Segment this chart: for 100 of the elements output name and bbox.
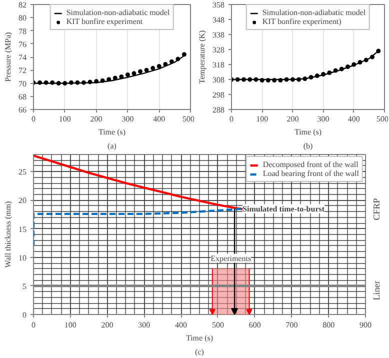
point xyxy=(81,80,86,85)
y-tick-label: 328 xyxy=(212,46,224,54)
y-tick-label: 0 xyxy=(22,310,26,320)
point xyxy=(56,81,61,86)
point xyxy=(44,80,48,85)
x-tick-label: 100 xyxy=(58,114,71,124)
x-tick-label: 100 xyxy=(256,114,268,124)
x-tick-label: 0 xyxy=(32,320,36,330)
x-tick-label: 100 xyxy=(64,320,76,330)
x-tick-label: 0 xyxy=(32,114,36,124)
point xyxy=(314,74,320,78)
y-tick-label: 308 xyxy=(212,76,224,84)
y-tick-label: 348 xyxy=(212,16,224,24)
point xyxy=(284,77,289,82)
y-tick-label: 70 xyxy=(18,79,26,88)
legend-label: Decomposed front of the wall xyxy=(262,160,358,169)
point xyxy=(138,69,143,74)
text: (a) xyxy=(108,142,117,150)
point xyxy=(62,81,68,86)
legend-label: Load bearing front of the wall xyxy=(262,169,359,178)
legend-label: KIT bonfire experiment) xyxy=(262,17,342,26)
point xyxy=(132,71,136,76)
annotation: Experiments xyxy=(210,254,252,263)
point xyxy=(50,80,55,85)
point xyxy=(290,77,295,82)
text: (b) xyxy=(303,142,313,150)
x-tick-label: 800 xyxy=(322,320,335,330)
point xyxy=(327,70,332,75)
point xyxy=(296,77,302,82)
point xyxy=(144,68,149,72)
point xyxy=(254,77,258,82)
point xyxy=(272,78,277,82)
point xyxy=(248,77,252,82)
point xyxy=(163,62,168,66)
point xyxy=(169,59,174,64)
y-tick-label: 298 xyxy=(212,90,224,100)
point xyxy=(182,52,186,57)
x-tick-label: 700 xyxy=(286,320,298,330)
point xyxy=(266,78,270,82)
point xyxy=(346,64,350,69)
point xyxy=(260,78,264,82)
y-tick-label: 66 xyxy=(18,106,26,114)
point xyxy=(358,60,362,64)
x-tick-label: 900 xyxy=(360,320,372,330)
y-tick-label: 74 xyxy=(18,53,26,62)
legend-label: Simulation-non-adiabatic model xyxy=(262,8,366,17)
x-tick-label: 500 xyxy=(212,320,224,330)
y-tick-label: 78 xyxy=(18,26,26,36)
point xyxy=(364,58,368,62)
y-tick-label: 72 xyxy=(18,66,26,76)
x-tick-label: 200 xyxy=(286,114,299,124)
point xyxy=(38,80,42,85)
annotation: Simulated time-to-burst xyxy=(242,204,325,214)
y-tick-label: 15 xyxy=(18,224,26,234)
x-tick-label: 200 xyxy=(101,320,114,330)
point xyxy=(125,72,130,77)
point xyxy=(156,64,162,68)
x-tick-label: 600 xyxy=(248,320,261,330)
point xyxy=(112,76,118,80)
x-tick-label: 400 xyxy=(348,114,360,124)
point xyxy=(68,80,74,85)
point xyxy=(88,80,92,84)
point xyxy=(321,72,326,76)
x-tick-label: 0 xyxy=(230,114,234,124)
y-tick-label: 358 xyxy=(212,0,224,10)
x-tick-label: 200 xyxy=(90,114,102,124)
y-tick-label: 288 xyxy=(212,106,224,114)
y-tick-label: 5 xyxy=(22,282,26,291)
point xyxy=(308,75,314,80)
text: Liner xyxy=(372,280,382,300)
x-tick-label: 300 xyxy=(122,114,134,124)
point xyxy=(278,78,283,82)
point xyxy=(176,56,180,62)
x-axis-title: Time (s) xyxy=(186,334,214,342)
point xyxy=(333,68,338,73)
y-tick-label: 10 xyxy=(18,253,26,262)
y-axis-title: Pressure (MPa) xyxy=(4,32,12,82)
point xyxy=(150,66,156,70)
x-tick-label: 400 xyxy=(175,320,188,330)
x-tick-label: 500 xyxy=(376,114,388,124)
point xyxy=(352,62,356,67)
x-tick-label: 500 xyxy=(182,114,194,124)
x-tick-label: 300 xyxy=(317,114,330,124)
y-tick-label: 20 xyxy=(18,196,26,206)
point xyxy=(100,78,105,83)
y-tick-label: 82 xyxy=(18,0,26,10)
line-series xyxy=(34,154,245,210)
x-tick-label: 300 xyxy=(138,320,150,330)
text: CFRP xyxy=(372,198,382,220)
y-tick-label: 318 xyxy=(212,60,224,70)
legend-label: Simulation-non-adiabatic model xyxy=(66,8,170,17)
text: (c) xyxy=(195,348,204,356)
point xyxy=(302,76,308,81)
y-tick-label: 25 xyxy=(18,168,26,177)
y-tick-label: 68 xyxy=(18,92,26,102)
point xyxy=(94,79,99,84)
y-tick-label: 338 xyxy=(212,30,224,40)
x-tick-label: 400 xyxy=(153,114,166,124)
legend-label: KIT bonfire experiment xyxy=(66,17,143,26)
y-axis-title: Temperature (K) xyxy=(198,30,206,84)
